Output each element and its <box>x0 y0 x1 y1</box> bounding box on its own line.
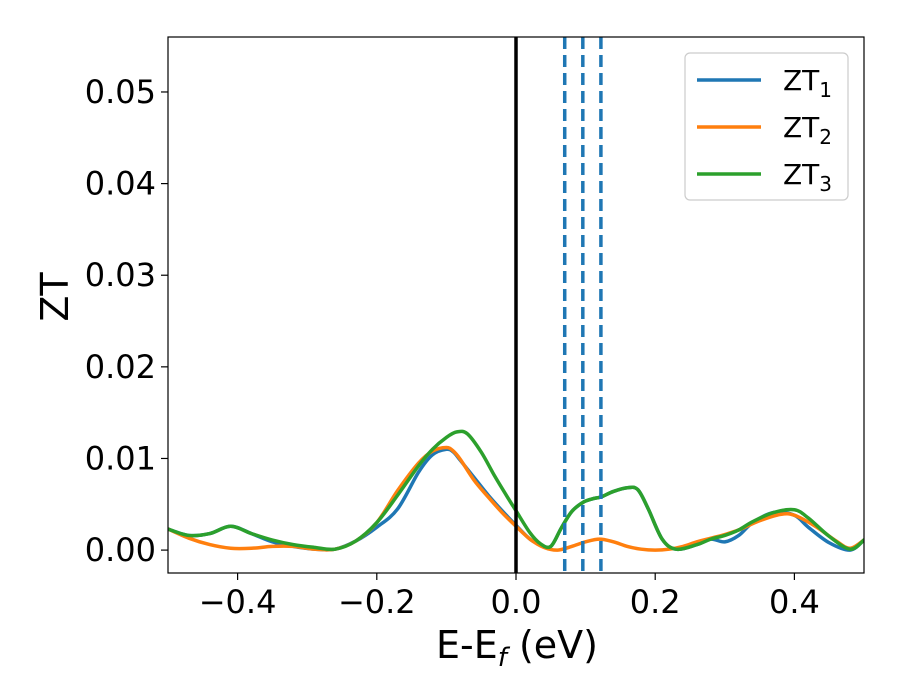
y-tick-label: 0.04 <box>85 165 156 203</box>
y-tick-label: 0.01 <box>85 439 156 477</box>
axis-ticks: −0.4 −0.2 0.0 0.2 0.4 0.00 0.01 0.02 0.03 0.04 0.0… <box>85 73 820 621</box>
series-line-zt3 <box>168 429 864 552</box>
plot-area <box>168 37 864 573</box>
legend-label-zt3: ZT3 <box>783 158 832 196</box>
legend: ZT1 ZT2 ZT3 <box>684 52 849 201</box>
legend-label-zt2: ZT2 <box>783 111 832 149</box>
legend-label-zt1: ZT1 <box>783 64 832 102</box>
x-tick-label: −0.4 <box>199 583 277 621</box>
y-tick-label: 0.02 <box>85 348 156 386</box>
y-tick-label: 0.05 <box>85 73 156 111</box>
y-tick-label: 0.00 <box>85 531 156 569</box>
x-tick-label: 0.0 <box>491 583 542 621</box>
y-tick-label: 0.03 <box>85 256 156 294</box>
x-tick-label: −0.2 <box>338 583 416 621</box>
x-tick-label: 0.4 <box>769 583 820 621</box>
y-axis-label: ZT <box>33 272 77 322</box>
x-axis-label-unit: (eV) <box>507 623 598 667</box>
x-axis-label: E-Ef (eV) <box>436 623 598 673</box>
x-axis-label-main: E-E <box>436 623 498 667</box>
x-tick-label: 0.2 <box>630 583 681 621</box>
legend-box <box>684 52 849 201</box>
